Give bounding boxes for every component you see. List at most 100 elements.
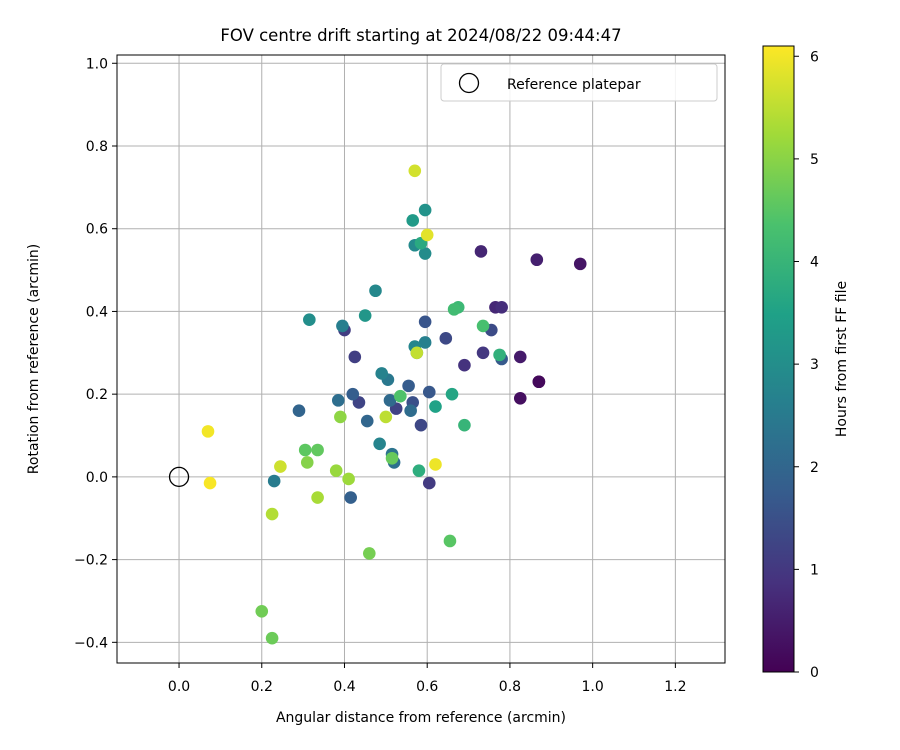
data-point: [346, 387, 360, 401]
data-point: [495, 300, 508, 314]
data-point: [383, 394, 397, 407]
data-point: [394, 389, 407, 403]
data-point: [420, 228, 434, 242]
data-point: [369, 284, 382, 298]
colorbar-tick-label: 3: [810, 357, 819, 373]
data-point: [476, 346, 490, 360]
data-point: [303, 313, 316, 327]
data-point: [344, 491, 357, 504]
legend-entry-reference-platepar: Reference platepar: [507, 77, 641, 93]
plot-frame: [116, 54, 726, 664]
data-point: [418, 203, 432, 217]
y-tick-label: 0.4: [86, 304, 108, 320]
y-axis-label: Rotation from reference (arcmin): [26, 244, 42, 474]
data-point: [530, 253, 544, 267]
colorbar-tick-label: 1: [810, 562, 819, 578]
data-point: [458, 418, 471, 432]
reference-platepar-marker: [168, 466, 190, 488]
x-tick-label: 0.2: [251, 679, 273, 695]
colorbar: 0 1 2 3 4 5 6 Hours from first FF file: [762, 45, 850, 681]
colorbar-label: Hours from first FF file: [834, 281, 850, 437]
y-tick-label: 1.0: [86, 56, 108, 72]
data-point: [360, 414, 374, 428]
data-point: [362, 547, 376, 560]
data-point: [418, 336, 432, 349]
colorbar-tick-label: 6: [810, 49, 819, 65]
colorbar-tick-label: 2: [810, 460, 819, 476]
data-point: [513, 391, 527, 405]
x-tick-label: 0.4: [333, 679, 355, 695]
chart-title: FOV centre drift starting at 2024/08/22 …: [220, 26, 621, 45]
data-point: [422, 476, 436, 490]
data-point: [342, 472, 355, 486]
x-tick-label: 0.0: [168, 679, 190, 695]
data-point: [474, 245, 488, 258]
grid-lines: [117, 55, 725, 663]
data-point: [429, 400, 442, 413]
data-point: [532, 375, 546, 389]
data-point: [298, 443, 312, 457]
x-tick-label: 0.6: [416, 679, 438, 695]
y-tick-label: −0.4: [74, 635, 108, 651]
data-point: [311, 491, 324, 504]
y-axis-ticks: −0.4 −0.2 0.0 0.2 0.4 0.6 0.8 1.0: [74, 56, 117, 651]
colorbar-tick-label: 4: [810, 255, 819, 271]
data-point: [267, 474, 281, 488]
x-axis-ticks: 0.0 0.2 0.4 0.6 0.8 1.0 1.2: [168, 663, 687, 695]
reference-point: [168, 466, 190, 488]
data-point: [412, 464, 426, 477]
data-point: [458, 358, 471, 372]
data-point: [443, 534, 457, 548]
x-axis-label: Angular distance from reference (arcmin): [276, 710, 566, 726]
data-point: [331, 394, 345, 407]
data-point: [513, 350, 527, 364]
data-point: [385, 451, 399, 465]
data-point: [311, 443, 324, 457]
data-point: [573, 257, 587, 271]
y-tick-label: 0.8: [86, 139, 108, 155]
data-point: [334, 410, 347, 424]
data-point: [418, 247, 432, 260]
data-point: [439, 332, 453, 345]
data-point: [406, 214, 420, 227]
legend: Reference platepar: [440, 63, 718, 102]
y-tick-label: 0.2: [86, 387, 108, 403]
data-point: [447, 303, 461, 316]
data-point: [274, 460, 287, 473]
x-tick-label: 1.0: [582, 679, 604, 695]
legend-marker-circle: [458, 72, 480, 94]
data-point: [414, 418, 428, 432]
data-point: [255, 604, 269, 618]
data-point: [329, 464, 343, 477]
data-point: [358, 309, 372, 322]
legend-box: [440, 63, 718, 102]
x-tick-label: 0.8: [499, 679, 521, 695]
data-point: [418, 315, 432, 329]
data-point: [476, 319, 490, 333]
y-tick-label: −0.2: [74, 553, 108, 569]
data-point: [445, 387, 459, 401]
data-point: [292, 404, 306, 418]
data-point: [201, 425, 215, 438]
data-point: [375, 367, 389, 380]
y-tick-label: 0.0: [86, 470, 108, 486]
data-point: [408, 164, 422, 178]
data-point: [379, 410, 393, 424]
data-point: [265, 507, 279, 521]
colorbar-gradient: [762, 45, 795, 673]
data-point: [373, 437, 386, 451]
data-point: [410, 346, 424, 360]
data-point: [265, 631, 279, 645]
x-tick-label: 1.2: [664, 679, 686, 695]
data-point: [422, 385, 436, 399]
data-point: [402, 379, 415, 393]
colorbar-tick-label: 5: [810, 152, 819, 168]
data-point: [404, 404, 417, 418]
colorbar-tick-label: 0: [810, 665, 819, 681]
colorbar-ticks: 0 1 2 3 4 5 6: [794, 49, 819, 681]
data-point: [203, 476, 217, 490]
data-point: [493, 348, 506, 362]
data-point: [429, 458, 442, 471]
